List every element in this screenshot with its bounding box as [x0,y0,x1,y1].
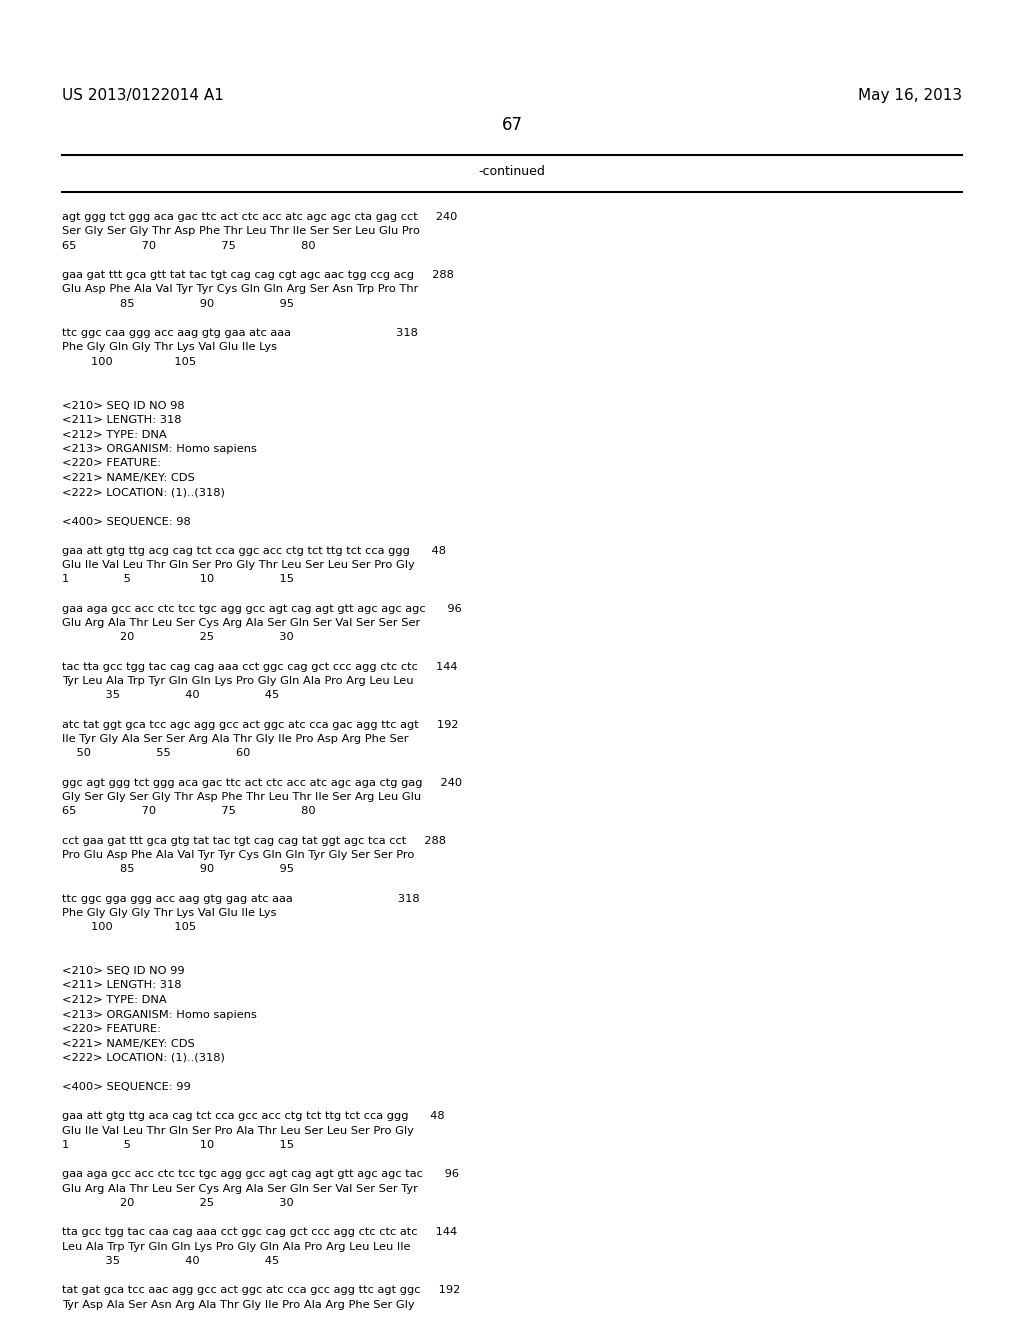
Text: tat gat gca tcc aac agg gcc act ggc atc cca gcc agg ttc agt ggc     192: tat gat gca tcc aac agg gcc act ggc atc … [62,1284,460,1295]
Text: gaa aga gcc acc ctc tcc tgc agg gcc agt cag agt gtt agc agc agc      96: gaa aga gcc acc ctc tcc tgc agg gcc agt … [62,603,462,614]
Text: Leu Ala Trp Tyr Gln Gln Lys Pro Gly Gln Ala Pro Arg Leu Leu Ile: Leu Ala Trp Tyr Gln Gln Lys Pro Gly Gln … [62,1242,411,1251]
Text: 20                  25                  30: 20 25 30 [62,632,294,643]
Text: 67: 67 [502,116,522,135]
Text: 65                  70                  75                  80: 65 70 75 80 [62,242,315,251]
Text: 35                  40                  45: 35 40 45 [62,690,280,701]
Text: <221> NAME/KEY: CDS: <221> NAME/KEY: CDS [62,1039,195,1048]
Text: Glu Ile Val Leu Thr Gln Ser Pro Ala Thr Leu Ser Leu Ser Pro Gly: Glu Ile Val Leu Thr Gln Ser Pro Ala Thr … [62,1126,414,1135]
Text: Pro Glu Asp Phe Ala Val Tyr Tyr Cys Gln Gln Tyr Gly Ser Ser Pro: Pro Glu Asp Phe Ala Val Tyr Tyr Cys Gln … [62,850,415,861]
Text: Glu Arg Ala Thr Leu Ser Cys Arg Ala Ser Gln Ser Val Ser Ser Ser: Glu Arg Ala Thr Leu Ser Cys Arg Ala Ser … [62,618,420,628]
Text: US 2013/0122014 A1: US 2013/0122014 A1 [62,88,224,103]
Text: ttc ggc caa ggg acc aag gtg gaa atc aaa                             318: ttc ggc caa ggg acc aag gtg gaa atc aaa … [62,327,418,338]
Text: Gly Ser Gly Ser Gly Thr Asp Phe Thr Leu Thr Ile Ser Arg Leu Glu: Gly Ser Gly Ser Gly Thr Asp Phe Thr Leu … [62,792,421,803]
Text: Glu Arg Ala Thr Leu Ser Cys Arg Ala Ser Gln Ser Val Ser Ser Tyr: Glu Arg Ala Thr Leu Ser Cys Arg Ala Ser … [62,1184,418,1193]
Text: <211> LENGTH: 318: <211> LENGTH: 318 [62,414,181,425]
Text: tta gcc tgg tac caa cag aaa cct ggc cag gct ccc agg ctc ctc atc     144: tta gcc tgg tac caa cag aaa cct ggc cag … [62,1228,457,1237]
Text: gaa att gtg ttg acg cag tct cca ggc acc ctg tct ttg tct cca ggg      48: gaa att gtg ttg acg cag tct cca ggc acc … [62,545,446,556]
Text: 85                  90                  95: 85 90 95 [62,300,294,309]
Text: <221> NAME/KEY: CDS: <221> NAME/KEY: CDS [62,473,195,483]
Text: agt ggg tct ggg aca gac ttc act ctc acc atc agc agc cta gag cct     240: agt ggg tct ggg aca gac ttc act ctc acc … [62,213,458,222]
Text: <220> FEATURE:: <220> FEATURE: [62,1024,161,1034]
Text: <212> TYPE: DNA: <212> TYPE: DNA [62,429,167,440]
Text: Glu Ile Val Leu Thr Gln Ser Pro Gly Thr Leu Ser Leu Ser Pro Gly: Glu Ile Val Leu Thr Gln Ser Pro Gly Thr … [62,560,415,570]
Text: Tyr Asp Ala Ser Asn Arg Ala Thr Gly Ile Pro Ala Arg Phe Ser Gly: Tyr Asp Ala Ser Asn Arg Ala Thr Gly Ile … [62,1299,415,1309]
Text: 100                 105: 100 105 [62,356,197,367]
Text: ttc ggc gga ggg acc aag gtg gag atc aaa                             318: ttc ggc gga ggg acc aag gtg gag atc aaa … [62,894,420,903]
Text: <222> LOCATION: (1)..(318): <222> LOCATION: (1)..(318) [62,1053,225,1063]
Text: 85                  90                  95: 85 90 95 [62,865,294,874]
Text: 1               5                   10                  15: 1 5 10 15 [62,1140,294,1150]
Text: gaa gat ttt gca gtt tat tac tgt cag cag cgt agc aac tgg ccg acg     288: gaa gat ttt gca gtt tat tac tgt cag cag … [62,271,454,280]
Text: <222> LOCATION: (1)..(318): <222> LOCATION: (1)..(318) [62,487,225,498]
Text: Glu Asp Phe Ala Val Tyr Tyr Cys Gln Gln Arg Ser Asn Trp Pro Thr: Glu Asp Phe Ala Val Tyr Tyr Cys Gln Gln … [62,285,419,294]
Text: Ile Tyr Gly Ala Ser Ser Arg Ala Thr Gly Ile Pro Asp Arg Phe Ser: Ile Tyr Gly Ala Ser Ser Arg Ala Thr Gly … [62,734,409,744]
Text: cct gaa gat ttt gca gtg tat tac tgt cag cag tat ggt agc tca cct     288: cct gaa gat ttt gca gtg tat tac tgt cag … [62,836,446,846]
Text: 20                  25                  30: 20 25 30 [62,1199,294,1208]
Text: Phe Gly Gly Gly Thr Lys Val Glu Ile Lys: Phe Gly Gly Gly Thr Lys Val Glu Ile Lys [62,908,276,917]
Text: tac tta gcc tgg tac cag cag aaa cct ggc cag gct ccc agg ctc ctc     144: tac tta gcc tgg tac cag cag aaa cct ggc … [62,661,458,672]
Text: <213> ORGANISM: Homo sapiens: <213> ORGANISM: Homo sapiens [62,1010,257,1019]
Text: 35                  40                  45: 35 40 45 [62,1257,280,1266]
Text: Tyr Leu Ala Trp Tyr Gln Gln Lys Pro Gly Gln Ala Pro Arg Leu Leu: Tyr Leu Ala Trp Tyr Gln Gln Lys Pro Gly … [62,676,414,686]
Text: <211> LENGTH: 318: <211> LENGTH: 318 [62,981,181,990]
Text: 50                  55                  60: 50 55 60 [62,748,251,759]
Text: <213> ORGANISM: Homo sapiens: <213> ORGANISM: Homo sapiens [62,444,257,454]
Text: <220> FEATURE:: <220> FEATURE: [62,458,161,469]
Text: 1               5                   10                  15: 1 5 10 15 [62,574,294,585]
Text: Phe Gly Gln Gly Thr Lys Val Glu Ile Lys: Phe Gly Gln Gly Thr Lys Val Glu Ile Lys [62,342,278,352]
Text: 65                  70                  75                  80: 65 70 75 80 [62,807,315,817]
Text: Ser Gly Ser Gly Thr Asp Phe Thr Leu Thr Ile Ser Ser Leu Glu Pro: Ser Gly Ser Gly Thr Asp Phe Thr Leu Thr … [62,227,420,236]
Text: atc tat ggt gca tcc agc agg gcc act ggc atc cca gac agg ttc agt     192: atc tat ggt gca tcc agc agg gcc act ggc … [62,719,459,730]
Text: -continued: -continued [478,165,546,178]
Text: <400> SEQUENCE: 99: <400> SEQUENCE: 99 [62,1082,190,1092]
Text: 100                 105: 100 105 [62,923,197,932]
Text: <210> SEQ ID NO 99: <210> SEQ ID NO 99 [62,966,184,975]
Text: <212> TYPE: DNA: <212> TYPE: DNA [62,995,167,1005]
Text: gaa att gtg ttg aca cag tct cca gcc acc ctg tct ttg tct cca ggg      48: gaa att gtg ttg aca cag tct cca gcc acc … [62,1111,444,1121]
Text: ggc agt ggg tct ggg aca gac ttc act ctc acc atc agc aga ctg gag     240: ggc agt ggg tct ggg aca gac ttc act ctc … [62,777,462,788]
Text: May 16, 2013: May 16, 2013 [858,88,962,103]
Text: <210> SEQ ID NO 98: <210> SEQ ID NO 98 [62,400,184,411]
Text: gaa aga gcc acc ctc tcc tgc agg gcc agt cag agt gtt agc agc tac      96: gaa aga gcc acc ctc tcc tgc agg gcc agt … [62,1170,459,1179]
Text: <400> SEQUENCE: 98: <400> SEQUENCE: 98 [62,516,190,527]
